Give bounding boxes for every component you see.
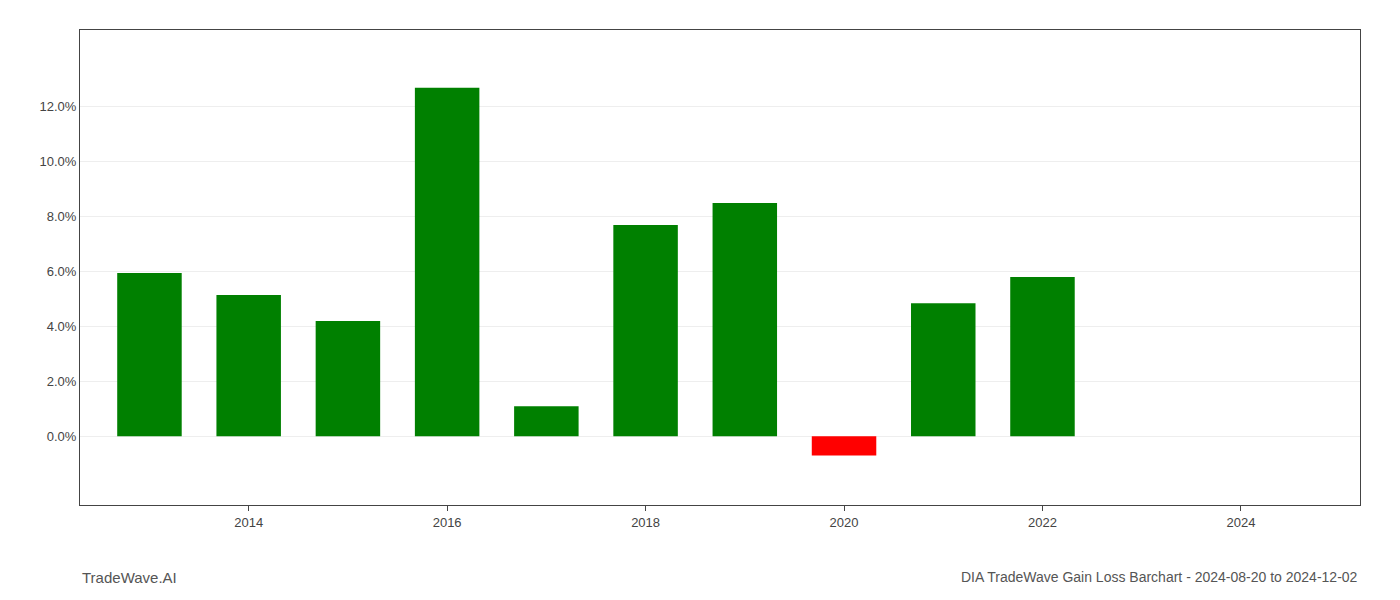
svg-text:2020: 2020 — [830, 515, 859, 530]
svg-text:2.0%: 2.0% — [47, 374, 77, 389]
svg-text:0.0%: 0.0% — [47, 429, 77, 444]
svg-text:8.0%: 8.0% — [47, 209, 77, 224]
svg-text:2018: 2018 — [631, 515, 660, 530]
svg-text:2024: 2024 — [1226, 515, 1255, 530]
svg-text:2016: 2016 — [433, 515, 462, 530]
svg-text:10.0%: 10.0% — [40, 154, 77, 169]
svg-text:DIA TradeWave Gain Loss Barcha: DIA TradeWave Gain Loss Barchart - 2024-… — [961, 569, 1358, 585]
svg-text:12.0%: 12.0% — [40, 99, 77, 114]
svg-text:TradeWave.AI: TradeWave.AI — [82, 569, 177, 586]
svg-text:2014: 2014 — [234, 515, 263, 530]
svg-text:4.0%: 4.0% — [47, 319, 77, 334]
svg-text:2022: 2022 — [1028, 515, 1057, 530]
svg-text:6.0%: 6.0% — [47, 264, 77, 279]
